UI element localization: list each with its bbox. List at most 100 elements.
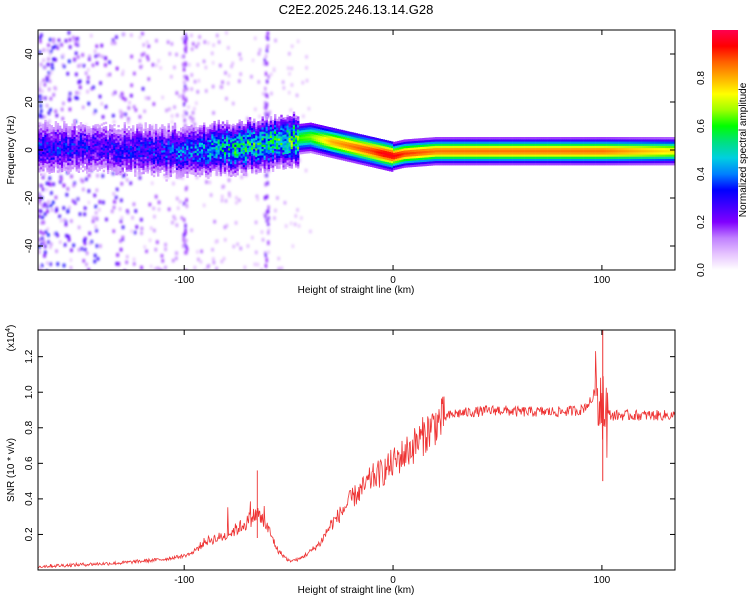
spectrogram-ridge-cell <box>351 132 354 135</box>
spectrogram-ridge-cell <box>282 160 285 164</box>
spectrogram-ridge-cell <box>263 166 266 169</box>
spectrogram-ridge-cell <box>353 145 356 149</box>
spectrogram-speckle <box>56 262 59 266</box>
spectrogram-ridge-cell <box>230 124 233 128</box>
spectrogram-ridge-cell <box>391 154 394 157</box>
spectrogram-ridge-cell <box>349 159 352 163</box>
spectrogram-ridge-cell <box>457 152 461 155</box>
spectrogram-ridge-cell <box>271 119 275 123</box>
spectrogram-speckle <box>40 33 43 37</box>
spectrogram-ridge-cell <box>38 163 41 166</box>
spectrogram-ridge-cell <box>157 152 160 155</box>
spectrogram-speckle <box>144 96 148 100</box>
spectrogram-ridge-cell <box>251 155 254 159</box>
spectrogram-ridge-cell <box>215 169 218 172</box>
spectrogram-ridge-cell <box>213 149 216 152</box>
spectrogram-ridge-cell <box>200 127 204 130</box>
spectrogram-ridge-cell <box>495 141 498 144</box>
spectrogram-ridge-cell <box>374 154 377 158</box>
spectrogram-ridge-cell <box>226 128 229 131</box>
spectrogram-ridge-cell <box>251 168 254 172</box>
spectrogram-speckle <box>41 96 44 100</box>
spectrogram-streak-cell <box>182 244 185 248</box>
spectrogram-ridge-cell <box>261 120 264 124</box>
spectrogram-ridge-cell <box>121 132 124 135</box>
spectrogram-ridge-cell <box>472 137 475 140</box>
spectrogram-ridge-cell <box>38 161 41 164</box>
spectrogram-ridge-cell <box>209 157 212 160</box>
spectrogram-ridge-cell <box>297 161 300 165</box>
spectrogram-ridge-cell <box>119 155 122 158</box>
spectrogram-ridge-cell <box>434 139 438 142</box>
spectrogram-ridge-cell <box>311 125 314 128</box>
spectrogram-speckle <box>211 248 214 252</box>
spectrogram-ridge-cell <box>44 130 47 133</box>
spectrogram-speckle <box>267 228 271 232</box>
spectrogram-ridge-cell <box>251 158 254 161</box>
spectrogram-speckle <box>224 238 227 242</box>
spectrogram-streak-cell <box>183 118 186 123</box>
spectrogram-ridge-cell <box>155 139 158 142</box>
spectrogram-ridge-cell <box>146 143 149 146</box>
spectrogram-ridge-cell <box>127 130 131 133</box>
spectrogram-ridge-cell <box>136 160 139 164</box>
spectrogram-ridge-cell <box>282 128 285 131</box>
spectrogram-ridge-cell <box>42 153 45 157</box>
spectrogram-ridge-cell <box>422 151 425 154</box>
spectrogram-ridge-cell <box>163 126 166 129</box>
spectrogram-ridge-cell <box>71 166 74 170</box>
spectrogram-ridge-cell <box>109 156 112 160</box>
spectrogram-ridge-cell <box>253 123 256 126</box>
spectrogram-speckle <box>111 209 114 214</box>
spectrogram-ridge-cell <box>192 153 195 156</box>
spectrogram-ridge-cell <box>457 163 461 166</box>
spectrogram-speckle <box>47 62 50 67</box>
spectrogram-ridge-cell <box>428 137 431 140</box>
spectrogram-ridge-cell <box>167 142 170 145</box>
spectrogram-ridge-cell <box>198 161 202 165</box>
spectrogram-ridge-cell <box>466 152 469 155</box>
spectrogram-ridge-cell <box>416 145 419 148</box>
spectrogram-ridge-cell <box>113 156 116 159</box>
spectrogram-ridge-cell <box>192 127 195 130</box>
spectrogram-ridge-cell <box>480 150 484 153</box>
spectrogram-ridge-cell <box>382 161 385 164</box>
spectrogram-ridge-cell <box>397 160 400 163</box>
spectrogram-ridge-cell <box>207 131 210 134</box>
spectrogram-ridge-cell <box>257 170 260 174</box>
spectrogram-ridge-cell <box>259 133 262 136</box>
spectrogram-ridge-cell <box>320 140 323 143</box>
spectrogram-ridge-cell <box>482 163 486 166</box>
spectrogram-speckle <box>232 244 235 249</box>
spectrogram-ridge-cell <box>278 127 281 130</box>
spectrogram-ridge-cell <box>259 159 262 162</box>
spectrogram-speckle <box>84 237 87 241</box>
spectrogram-ridge-cell <box>40 147 43 150</box>
spectrogram-ridge-cell <box>386 151 390 154</box>
spectrogram-ridge-cell <box>365 163 369 167</box>
spectrogram-ridge-cell <box>217 147 220 151</box>
spectrogram-ridge-cell <box>71 160 74 163</box>
spectrogram-ridge-cell <box>436 139 440 142</box>
spectrogram-ridge-cell <box>134 159 137 162</box>
spectrogram-ridge-cell <box>200 149 204 152</box>
spectrogram-ridge-cell <box>134 165 137 169</box>
spectrogram-ridge-cell <box>217 145 220 149</box>
spectrogram-speckle <box>240 175 243 179</box>
spectrogram-ridge-cell <box>119 172 122 176</box>
spectrogram-ridge-cell <box>226 154 229 157</box>
spectrogram-ridge-cell <box>136 130 139 133</box>
spectrogram-ridge-cell <box>167 125 170 128</box>
spectrogram-ridge-cell <box>48 132 51 136</box>
spectrogram-ridge-cell <box>173 165 177 169</box>
spectrogram-ridge-cell <box>67 167 70 170</box>
spectrogram-ridge-cell <box>345 141 348 144</box>
spectrogram-ridge-cell <box>134 174 137 177</box>
spectrogram-ridge-cell <box>351 151 354 155</box>
spectrogram-ridge-cell <box>48 124 51 127</box>
spectrogram-ridge-cell <box>69 156 72 159</box>
spectrogram-ridge-cell <box>466 160 469 164</box>
spectrogram-ridge-cell <box>303 127 306 131</box>
spectrogram-ridge-cell <box>125 160 129 164</box>
spectrogram-speckle <box>239 57 243 61</box>
